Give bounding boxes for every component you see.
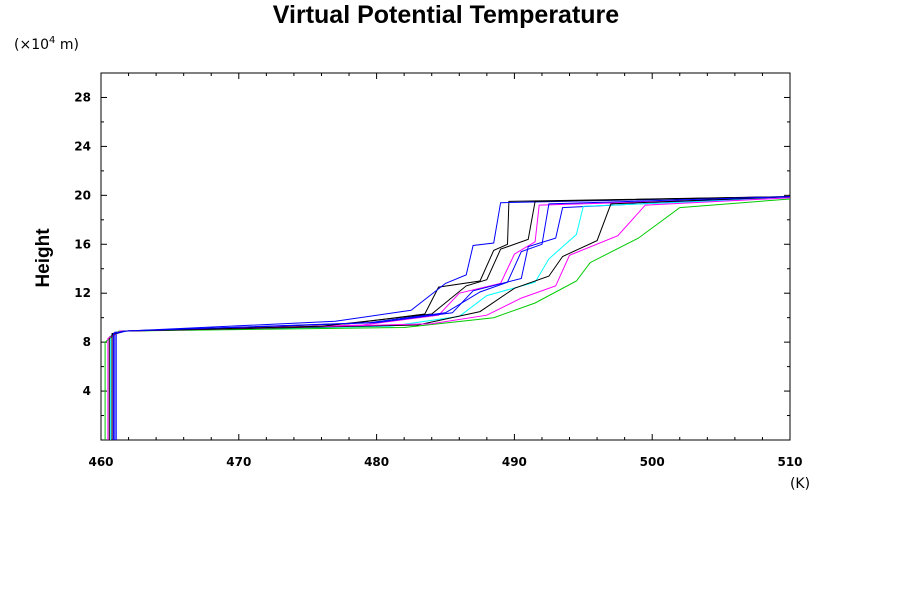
y-tick-label: 20 — [74, 188, 91, 202]
plot-frame — [100, 72, 791, 441]
series-line — [114, 196, 791, 440]
data-series — [104, 196, 791, 440]
x-tick-label: 510 — [777, 455, 802, 469]
series-line — [112, 197, 791, 440]
x-tick-label: 470 — [226, 455, 251, 469]
x-tick-label: 460 — [88, 455, 113, 469]
series-line — [112, 196, 791, 440]
y-tick-label: 8 — [83, 335, 91, 349]
y-tick-label: 28 — [74, 90, 91, 104]
y-axis-label: Height — [33, 228, 54, 288]
y-tick-label: 12 — [74, 286, 91, 300]
x-tick-label: 490 — [502, 455, 527, 469]
y-tick-label: 4 — [83, 384, 91, 398]
y-tick-label: 24 — [74, 139, 91, 153]
series-line — [108, 196, 791, 440]
y-tick-label: 16 — [74, 237, 91, 251]
chart-title: Virtual Potential Temperature — [273, 1, 619, 29]
x-tick-label: 500 — [640, 455, 665, 469]
x-tick-label: 480 — [364, 455, 389, 469]
series-line — [115, 196, 791, 440]
series-line — [110, 197, 791, 440]
y-multiplier-label: (×104 m) — [14, 35, 79, 53]
series-line — [104, 198, 791, 440]
x-axis-unit-label: (K) — [790, 476, 810, 492]
series-line — [107, 197, 791, 440]
axis-ticks: 460 470 480 490 500 510 4 8 12 16 20 24 28 — [74, 73, 803, 469]
